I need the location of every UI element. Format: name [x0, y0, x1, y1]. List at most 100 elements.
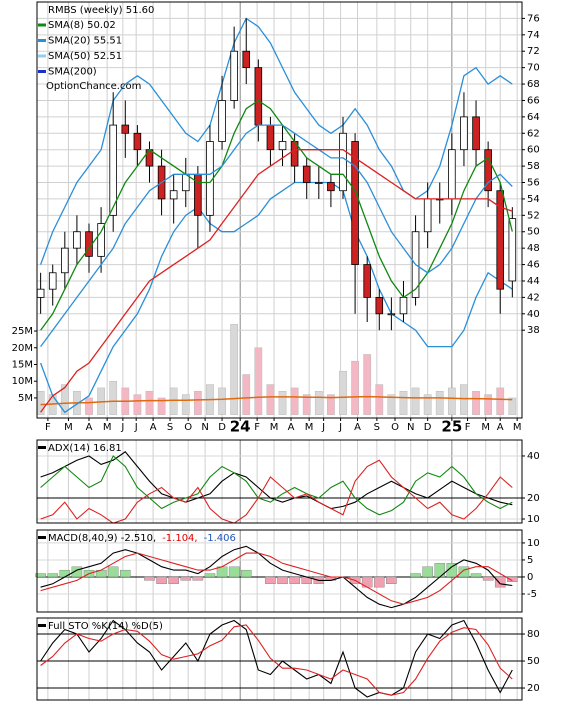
y-tick-label: 20: [527, 683, 540, 694]
x-tick-label: M: [481, 422, 490, 433]
y-tick-label: 76: [527, 13, 540, 24]
x-tick-label: D: [218, 422, 226, 433]
indicator-line: [40, 455, 513, 516]
candle-body: [169, 190, 178, 200]
y-tick-label: 0: [527, 572, 533, 583]
candle-body: [399, 296, 408, 315]
volume-bar: [460, 384, 468, 415]
panel-frame: [36, 439, 523, 524]
indicator-line: [40, 451, 513, 510]
x-tick-label: A: [497, 422, 504, 433]
y-tick-label: 10: [527, 514, 540, 525]
candle-body: [327, 182, 335, 192]
y-tick-label: 42: [527, 292, 540, 303]
candle-body: [109, 124, 117, 216]
histogram-bar: [156, 576, 167, 584]
y-tick-label: 38: [527, 325, 540, 336]
candle-body: [218, 100, 226, 142]
y2-tick-label: 5M: [18, 393, 33, 404]
indicator-line: [40, 624, 513, 696]
y-tick-label: 44: [527, 276, 540, 287]
x-tick-label: A: [288, 422, 295, 433]
candle-body: [339, 132, 347, 192]
x-tick-label: J: [134, 422, 138, 433]
volume-bar: [508, 397, 517, 415]
indicator-swatch: [38, 624, 46, 627]
volume-bar: [484, 394, 493, 415]
histogram-bar: [204, 573, 216, 578]
volume-ma-line: [40, 395, 513, 406]
y-tick-label: 20: [527, 493, 540, 504]
candle-body: [266, 124, 275, 151]
volume-bar: [411, 387, 420, 415]
indicator-swatch: [38, 446, 46, 449]
indicator-line: [40, 545, 513, 609]
y-tick-label: 62: [527, 128, 540, 139]
x-tick-label: O: [391, 422, 399, 433]
bollinger-lower: [39, 181, 513, 414]
volume-bar: [109, 380, 118, 415]
candle-body: [423, 198, 432, 233]
indicator-title: ADX(14) 16.81: [48, 443, 122, 454]
y-tick-label: 40: [527, 309, 540, 320]
y-tick-label: 50: [527, 227, 540, 238]
histogram-bar: [228, 566, 240, 578]
candle-body: [36, 288, 45, 298]
histogram-bar: [59, 569, 71, 578]
indicator-line: [40, 459, 513, 523]
histogram-bar: [470, 573, 482, 578]
indicator-title: MACD(8,40,9) -2.510, -1.104, -1.406: [48, 533, 236, 544]
histogram-bar: [47, 573, 59, 578]
y-tick-label: 80: [527, 629, 540, 640]
volume-bar: [278, 390, 287, 415]
candle-body: [448, 149, 456, 200]
volume-bar: [375, 384, 384, 415]
candle-body: [302, 165, 311, 183]
histogram-bar: [458, 566, 470, 578]
y-tick-label: 50: [527, 656, 540, 667]
volume-bar: [230, 324, 239, 415]
volume-bar: [181, 394, 190, 415]
volume-bar: [496, 387, 505, 415]
y-tick-label: 60: [527, 145, 540, 156]
x-tick-label: M: [305, 422, 314, 433]
y-tick-label: 64: [527, 112, 540, 123]
y-tick-label: 46: [527, 260, 540, 271]
indicator-line: [40, 619, 513, 698]
volume-bar: [193, 390, 202, 415]
bollinger-upper: [39, 17, 513, 265]
moving-average-line: [40, 124, 513, 347]
candle-body: [387, 313, 396, 316]
moving-average-line: [40, 149, 513, 413]
y-tick-label: 74: [527, 30, 540, 41]
y-tick-label: -5: [527, 589, 537, 600]
volume-bar: [169, 387, 178, 415]
x-tick-label: N: [407, 422, 414, 433]
y-tick-label: 40: [527, 451, 540, 462]
volume-bar: [314, 390, 323, 415]
volume-bar: [327, 394, 335, 415]
candle-body: [278, 141, 287, 151]
x-tick-label: A: [86, 422, 93, 433]
histogram-bar: [240, 569, 252, 578]
x-tick-label: M: [513, 422, 522, 433]
candle-body: [242, 50, 251, 69]
candle-body: [363, 264, 371, 298]
panel-frame: [36, 617, 523, 701]
y-tick-label: 54: [527, 194, 540, 205]
moving-average-line: [40, 99, 513, 331]
candle-body: [230, 50, 238, 101]
x-tick-label: A: [150, 422, 157, 433]
histogram-bar: [422, 566, 433, 578]
histogram-bar: [71, 566, 83, 578]
histogram-bar: [386, 576, 397, 584]
candle-body: [351, 141, 359, 265]
candle-body: [496, 190, 505, 290]
x-tick-label: M: [103, 422, 112, 433]
volume-bar: [266, 384, 275, 415]
y-tick-label: 66: [527, 95, 540, 106]
watermark: OptionChance.com: [46, 81, 141, 92]
y-tick-label: 72: [527, 46, 540, 57]
